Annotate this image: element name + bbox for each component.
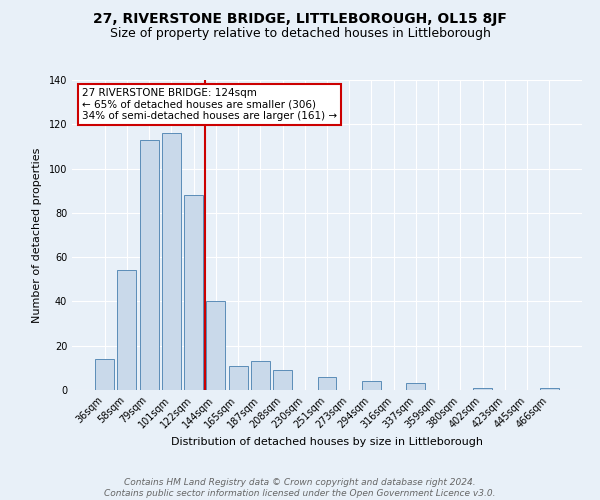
Text: Size of property relative to detached houses in Littleborough: Size of property relative to detached ho… [110,28,490,40]
Bar [206,302,225,390]
X-axis label: Distribution of detached houses by size in Littleborough: Distribution of detached houses by size … [171,436,483,446]
Bar [473,388,492,390]
Bar [229,366,248,390]
Bar [540,388,559,390]
Bar [406,384,425,390]
Y-axis label: Number of detached properties: Number of detached properties [32,148,41,322]
Bar [118,270,136,390]
Bar [162,133,181,390]
Bar [317,376,337,390]
Text: 27, RIVERSTONE BRIDGE, LITTLEBOROUGH, OL15 8JF: 27, RIVERSTONE BRIDGE, LITTLEBOROUGH, OL… [93,12,507,26]
Text: Contains HM Land Registry data © Crown copyright and database right 2024.
Contai: Contains HM Land Registry data © Crown c… [104,478,496,498]
Text: 27 RIVERSTONE BRIDGE: 124sqm
← 65% of detached houses are smaller (306)
34% of s: 27 RIVERSTONE BRIDGE: 124sqm ← 65% of de… [82,88,337,121]
Bar [184,195,203,390]
Bar [140,140,158,390]
Bar [273,370,292,390]
Bar [95,359,114,390]
Bar [362,381,381,390]
Bar [251,361,270,390]
